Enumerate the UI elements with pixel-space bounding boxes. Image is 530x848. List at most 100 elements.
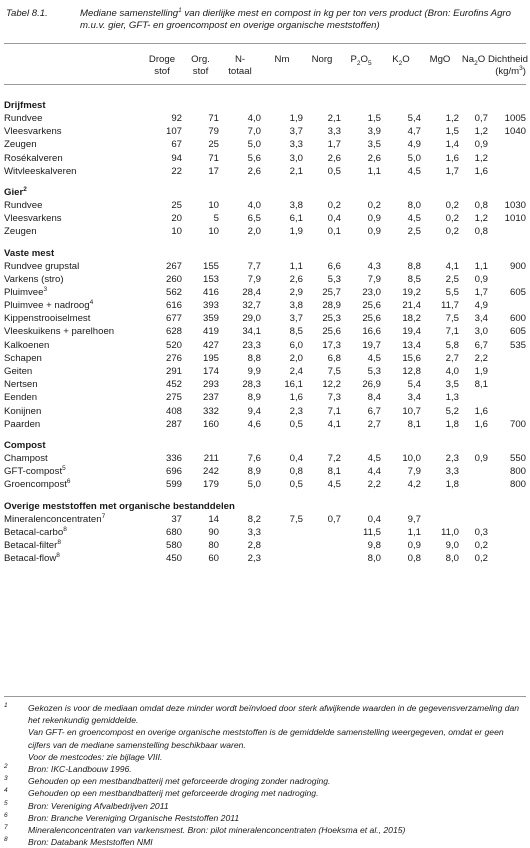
table-row: Rundvee grupstal 267 155 7,7 1,1 6,6 4,3 8,8 4,1… — [4, 261, 526, 274]
table-cell — [488, 366, 526, 379]
table-cell: 1,2 — [445, 113, 459, 124]
table-cell: 6,7 — [474, 339, 488, 351]
table-cell: 1,7 — [474, 286, 488, 298]
table-cell: 1010 — [504, 213, 526, 225]
table-cell: 20 — [171, 213, 182, 225]
table-cell: 5,8 — [445, 339, 459, 351]
table-cell: 3,3 — [247, 526, 261, 538]
table-cell: 7,1 — [327, 405, 341, 417]
table-cell: 22 — [171, 165, 182, 177]
table-cell: 7,9 — [407, 466, 421, 478]
table-cell: 9,4 — [247, 405, 261, 417]
table-cell: 15,6 — [402, 352, 421, 364]
table-cell: 2,6 — [367, 152, 381, 164]
table-cell: 359 — [202, 313, 219, 325]
table-cell: 8,4 — [367, 392, 381, 404]
column-header: MgO — [429, 54, 451, 65]
column-header: Org. stof — [191, 54, 210, 77]
table-row: Betacal-carbo8 680 90 3,3 11,5 1,1 11,0 0,3 — [4, 526, 526, 540]
row-label: Champost — [4, 452, 48, 464]
table-cell: 8,1 — [327, 466, 341, 478]
table-cell — [459, 466, 488, 479]
table-cell: 535 — [509, 339, 526, 351]
table-cell: 5,2 — [445, 405, 459, 417]
table-cell: 450 — [165, 553, 182, 565]
table-cell: 10 — [208, 199, 219, 211]
table-cell: 416 — [202, 286, 219, 298]
footnote: Voor de mestcodes: zie bijlage VIII. — [28, 751, 163, 762]
table-cell — [488, 166, 526, 179]
row-label: Vleesvarkens — [4, 126, 62, 138]
table-cell: 5,3 — [327, 273, 341, 285]
table-cell: 25,6 — [362, 313, 381, 325]
table-cell: 16,6 — [362, 326, 381, 338]
table-cell: 0,4 — [289, 452, 303, 464]
table-cell — [488, 153, 526, 166]
table-cell: 10 — [171, 226, 182, 238]
table-row: Konijnen 408 332 9,4 2,3 7,1 6,7 10,7 5,2 1,6 — [4, 406, 526, 419]
row-label: Rundvee — [4, 113, 43, 124]
table-cell: 1,6 — [474, 165, 488, 177]
column-header: N-totaal — [228, 54, 252, 77]
table-cell: 25,3 — [322, 313, 341, 325]
table-cell: 9,0 — [445, 539, 459, 551]
table-cell: 0,4 — [327, 213, 341, 225]
column-header: Nm — [274, 54, 290, 65]
table-cell: 2,8 — [247, 539, 261, 551]
table-row: Mineralenconcentraten7 37 14 8,2 7,5 0,7 0,4 9,… — [4, 513, 526, 527]
row-label: Konijnen — [4, 405, 42, 417]
row-label: Pluimvee3 — [4, 285, 48, 298]
table-cell: 1,5 — [367, 113, 381, 124]
table-cell: 5,5 — [445, 286, 459, 298]
table-cell: 7,3 — [327, 392, 341, 404]
table-cell: 2,7 — [445, 352, 459, 364]
table-cell: 562 — [165, 286, 182, 298]
table-cell: 8,0 — [367, 553, 381, 565]
table-cell: 0,1 — [327, 226, 341, 238]
table-cell: 0,4 — [367, 513, 381, 525]
table-cell: 4,9 — [407, 139, 421, 151]
table-cell — [303, 540, 341, 553]
table-cell — [488, 392, 526, 405]
table-cell: 1,9 — [474, 366, 488, 377]
table-cell: 0,9 — [367, 213, 381, 225]
table-cell: 4,9 — [474, 300, 488, 312]
table-cell: 700 — [509, 418, 526, 430]
table-cell: 1,8 — [445, 479, 459, 491]
row-label: Varkens (stro) — [4, 273, 64, 285]
table-cell: 7,6 — [247, 452, 261, 464]
row-label: Pluimvee + nadroog4 — [4, 298, 94, 312]
table-cell: 7,5 — [327, 366, 341, 377]
table-row: Rundvee 92 71 4,0 1,9 2,1 1,5 5,4 1,2 0,7 1005 — [4, 113, 526, 126]
table-cell — [421, 514, 459, 527]
table-cell: 7,5 — [445, 313, 459, 325]
footnote: 8 Bron: Databank Meststoffen NMI — [4, 836, 153, 848]
table-cell: 174 — [202, 366, 219, 377]
table-cell: 237 — [202, 392, 219, 404]
table-cell: 4,5 — [367, 352, 381, 364]
table-cell: 2,6 — [327, 152, 341, 164]
table-row: Zeugen 67 25 5,0 3,3 1,7 3,5 4,9 1,4 0,9 — [4, 139, 526, 152]
table-cell: 3,9 — [367, 126, 381, 138]
table-cell: 0,2 — [445, 213, 459, 225]
table-cell: 14 — [208, 513, 219, 525]
table-cell: 1,8 — [445, 418, 459, 430]
table-cell — [459, 479, 488, 492]
table-cell: 4,2 — [407, 479, 421, 491]
table-cell: 1,7 — [327, 139, 341, 151]
table-cell — [488, 379, 526, 392]
table-cell: 8,9 — [247, 392, 261, 404]
row-label: Zeugen — [4, 226, 37, 238]
table-cell: 12,2 — [322, 379, 341, 391]
table-cell: 60 — [208, 553, 219, 565]
table-cell: 8,1 — [474, 379, 488, 391]
table-bottom-rule — [4, 696, 526, 697]
table-cell: 0,5 — [289, 418, 303, 430]
table-cell: 0,2 — [445, 199, 459, 211]
table-cell: 1,6 — [474, 405, 488, 417]
table-row: Kippenstrooiselmest 677 359 29,0 3,7 25,3 25,6… — [4, 313, 526, 326]
table-cell — [261, 527, 303, 540]
table-row: Geiten 291 174 9,9 2,4 7,5 5,3 12,8 4,0 1,9 — [4, 366, 526, 379]
table-cell: 6,6 — [327, 260, 341, 272]
table-row: Vleesvarkens 20 5 6,5 6,1 0,4 0,9 4,5 0,2 1,2 1010 — [4, 213, 526, 226]
